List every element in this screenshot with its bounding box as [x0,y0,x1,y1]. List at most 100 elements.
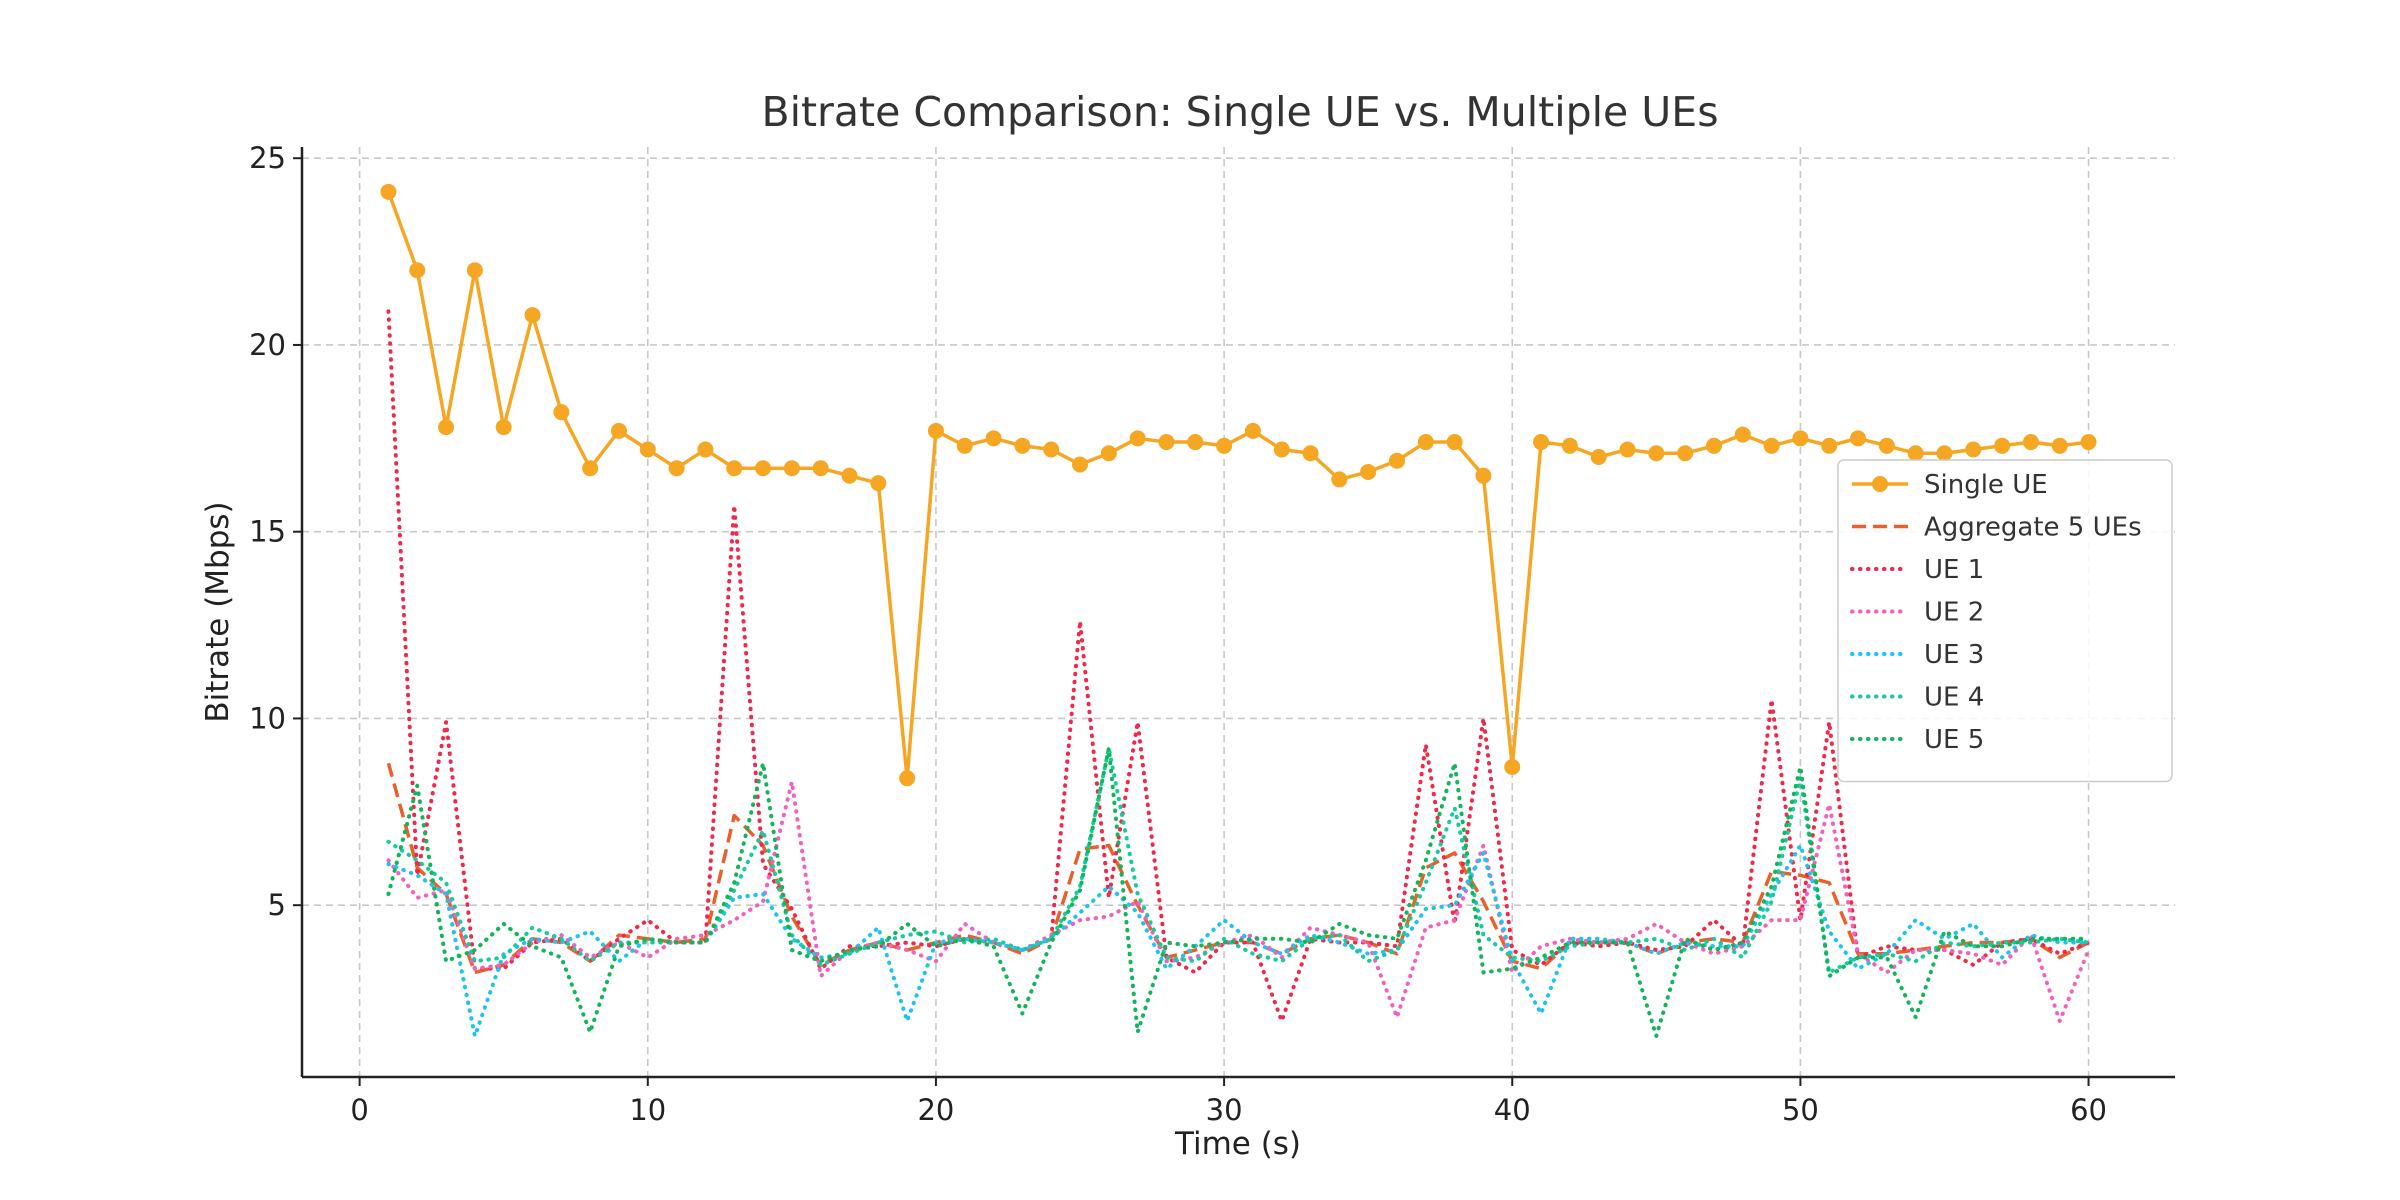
series-ue-3 [386,843,2091,1038]
data-point [783,460,800,477]
series-aggregate-5-ues [386,762,2090,975]
data-point [1072,456,1089,473]
data-point [1705,437,1722,454]
y-tick-label: 20 [249,328,286,362]
data-point [1417,434,1434,451]
data-point [1907,445,1924,462]
data-point [1388,452,1405,469]
series-single-ue [380,183,2097,787]
data-point [1504,759,1521,775]
legend-label: Single UE [1924,470,2048,500]
data-point [697,441,714,458]
data-point [495,419,512,436]
data-point [927,422,944,439]
legend: Single UE Aggregate 5 UEs UE 1 UE 2 UE 3 UE 4… [1837,459,2173,783]
legend-label: Aggregate 5 UEs [1924,513,2142,543]
y-tick-label: 5 [268,888,286,922]
data-point [1561,437,1578,454]
y-tick-label: 10 [249,701,286,735]
data-point [1475,467,1492,484]
legend-label: UE 1 [1924,555,1984,585]
legend-label: UE 4 [1924,683,1984,713]
data-point [1648,445,1665,462]
data-point [380,183,397,200]
y-tick-label: 25 [249,141,286,175]
data-point [1187,434,1204,451]
legend-label: UE 5 [1924,725,1984,755]
series-line [386,746,2091,1038]
data-point [1100,445,1117,462]
data-point [1763,437,1780,454]
legend-item: UE 3 [1850,640,1984,670]
data-point [841,467,858,484]
data-point [1677,445,1694,462]
data-point [2051,437,2068,454]
data-point [409,262,426,279]
data-point [1043,441,1060,458]
data-point [985,430,1002,447]
series-line [386,779,2091,1023]
legend-item: UE 4 [1850,683,1984,713]
data-point [1273,441,1290,458]
data-point [755,460,772,477]
data-point [1792,430,1809,447]
data-point [2080,434,2097,451]
legend-item: Aggregate 5 UEs [1852,513,2142,543]
data-point [956,437,973,454]
data-point [1936,445,1953,462]
legend-item: UE 2 [1850,598,1984,628]
x-tick-label: 10 [629,1093,666,1127]
legend-box [1837,459,2173,783]
data-point [1302,445,1319,462]
axes [300,147,2175,1079]
data-point [1994,437,2011,454]
data-point [899,770,916,787]
series-line [386,843,2091,1038]
data-point [1331,471,1348,488]
data-point [1129,430,1146,447]
data-point [639,441,656,458]
legend-marker [1872,476,1888,492]
x-tick-label: 50 [1782,1093,1819,1127]
series-line [386,191,2089,780]
legend-item: Single UE [1852,470,2048,500]
series-ue-2 [386,779,2091,1023]
data-point [1158,434,1175,451]
x-tick-label: 20 [917,1093,954,1127]
data-point [1590,449,1607,465]
data-point [1821,437,1838,454]
data-point [1014,437,1031,454]
data-point [1244,422,1261,439]
series-line [386,309,2091,1023]
y-tick-label: 15 [249,515,286,549]
data-point [2022,434,2039,451]
data-point [1216,437,1233,454]
x-axis-label: Time (s) [1174,1126,1301,1162]
x-tick-label: 40 [1494,1093,1531,1127]
data-point [1446,434,1463,451]
data-point [668,460,685,477]
series-ue-1 [386,309,2091,1023]
data-point [1360,463,1377,480]
x-tick-label: 60 [2070,1093,2107,1127]
data-point [553,404,570,421]
data-point [1850,430,1867,447]
legend-label: UE 3 [1924,640,1984,670]
chart-title: Bitrate Comparison: Single UE vs. Multip… [761,88,1718,136]
data-point [1533,434,1550,451]
y-axis-label: Bitrate (Mbps) [200,501,236,722]
tick-labels: 0 10 20 30 40 50 60 5 10 15 20 25 [249,141,2107,1127]
data-point [1734,426,1751,443]
data-point [582,460,599,477]
legend-item: UE 1 [1850,555,1984,585]
data-point [1965,441,1982,458]
data-point [524,307,541,324]
data-point [466,262,483,279]
legend-item: UE 5 [1850,725,1984,755]
series-lines [380,183,2097,1038]
data-point [610,422,627,439]
x-tick-label: 30 [1206,1093,1243,1127]
data-point [1619,441,1636,458]
data-point [438,419,455,436]
